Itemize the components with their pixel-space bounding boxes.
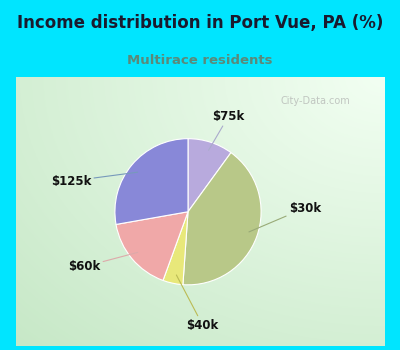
Wedge shape — [183, 153, 261, 285]
Wedge shape — [163, 212, 188, 285]
Wedge shape — [116, 212, 188, 280]
Text: $60k: $60k — [68, 252, 138, 273]
Wedge shape — [188, 139, 231, 212]
Text: Income distribution in Port Vue, PA (%): Income distribution in Port Vue, PA (%) — [17, 14, 383, 32]
Text: $125k: $125k — [51, 172, 138, 188]
Wedge shape — [115, 139, 188, 224]
Text: $75k: $75k — [208, 110, 244, 150]
Text: $40k: $40k — [176, 275, 219, 331]
Text: Multirace residents: Multirace residents — [127, 54, 273, 66]
Text: $30k: $30k — [249, 202, 321, 232]
Text: City-Data.com: City-Data.com — [281, 96, 351, 106]
